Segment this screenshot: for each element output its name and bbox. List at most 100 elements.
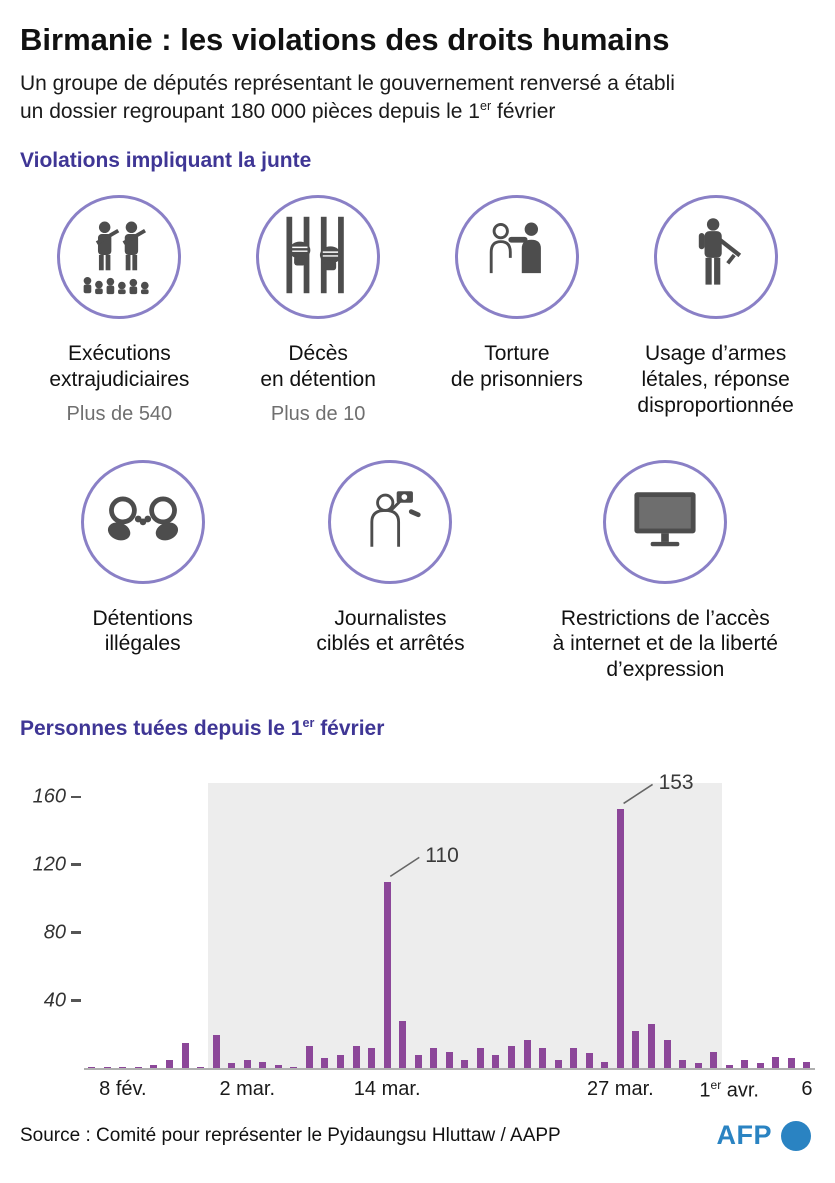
bar-slot [302, 783, 318, 1069]
bar-slot [177, 783, 193, 1069]
icon-circle [328, 459, 453, 584]
journalist-camera-icon [347, 476, 433, 567]
bar-slot [131, 783, 147, 1069]
soldiers-crowd-icon [76, 212, 162, 303]
chart-heading-text-end: février [314, 717, 385, 741]
bar-slot [644, 783, 660, 1069]
bar-slot [566, 783, 582, 1069]
violation-label: Restrictions de l’accès à internet et de… [552, 606, 778, 681]
bar [166, 1060, 173, 1069]
bar-slot [690, 783, 706, 1069]
violation-label: Détentions illégales [92, 606, 193, 656]
chart-shaded-region [208, 783, 722, 1069]
bar [305, 1046, 313, 1069]
bar [803, 1061, 811, 1069]
armed-soldier-icon [673, 212, 759, 303]
bar [476, 1048, 484, 1069]
bar [243, 1060, 251, 1069]
violation-card-lethal-weapons: Usage d’armes létales, réponse dispropor… [616, 195, 815, 425]
violation-stat: Plus de 540 [66, 402, 173, 425]
violations-row-2: Détentions illégales [20, 459, 815, 683]
bar-slot [84, 783, 100, 1069]
bar-slot: 1er avr. [699, 783, 759, 1102]
afp-logo-circle-icon [781, 1120, 811, 1151]
bar-slot [224, 783, 240, 1069]
chart-heading-text: Personnes tuées depuis le 1 [20, 717, 303, 741]
icon-circle [653, 195, 778, 320]
bar-slot [473, 783, 489, 1069]
bar [368, 1048, 376, 1069]
bar [197, 1066, 205, 1069]
page-title: Birmanie : les violations des droits hum… [20, 22, 670, 57]
bar-slot [504, 783, 520, 1069]
afp-logo: AFP [716, 1120, 811, 1151]
bar-slot [768, 783, 784, 1069]
bar-slot [582, 783, 598, 1069]
bar-slot [488, 783, 504, 1069]
x-axis-tick-label: 27 mar. [587, 1078, 654, 1101]
bar [181, 1043, 189, 1069]
bar-slot [255, 783, 271, 1069]
bar [523, 1039, 531, 1069]
fists-prison-bars-icon [275, 212, 361, 303]
bar-slot [442, 783, 458, 1069]
bar [710, 1051, 718, 1069]
bar [321, 1058, 329, 1069]
handcuffs-icon [100, 476, 186, 567]
bar-slot: 14 mar. [354, 783, 421, 1100]
bar-slot [457, 783, 473, 1069]
bar [554, 1060, 562, 1069]
bar [461, 1060, 469, 1069]
bar [445, 1051, 453, 1069]
bar-slot [597, 783, 613, 1069]
afp-logo-text: AFP [716, 1120, 772, 1151]
bar [725, 1065, 733, 1069]
chart-plot-area: 8 fév. 2 mar. 14 mar. 27 mar. 1er avr. 6 40 80 1… [33, 771, 815, 1102]
violation-card-torture: Torture de prisonniers [418, 195, 617, 425]
bar [259, 1061, 267, 1069]
bar-slot [286, 783, 302, 1069]
bar [119, 1066, 127, 1069]
bar [430, 1048, 438, 1069]
subtitle-superscript: er [480, 98, 492, 113]
throat-grab-icon [474, 212, 560, 303]
bar-slot [271, 783, 287, 1069]
subtitle-text-end: février [491, 99, 556, 123]
chart-heading-superscript: er [302, 716, 315, 731]
bar [772, 1056, 780, 1069]
bar [647, 1024, 655, 1069]
bar-slot [317, 783, 333, 1069]
x-axis-tick-label: 1er avr. [699, 1078, 759, 1103]
y-axis-tick-mark [71, 999, 81, 1002]
bar-slot [100, 783, 116, 1069]
bar [570, 1048, 578, 1069]
bar-slot [162, 783, 178, 1069]
bar [585, 1053, 593, 1069]
bar-slot [348, 783, 364, 1069]
bar [694, 1063, 702, 1069]
x-axis-tick-label: 8 fév. [99, 1078, 147, 1101]
violation-card-deaths-detention: Décès en détention Plus de 10 [219, 195, 418, 425]
bar [539, 1048, 547, 1069]
bar [383, 881, 391, 1069]
bar [212, 1034, 220, 1069]
bar [492, 1054, 500, 1069]
bar-slot [364, 783, 380, 1069]
bar-slot [784, 783, 800, 1069]
violations-section-heading: Violations impliquant la junte [20, 149, 312, 173]
bar-slot [426, 783, 442, 1069]
chart-heading: Personnes tuées depuis le 1er février [20, 716, 815, 741]
icon-circle [603, 459, 728, 584]
bar-slot [519, 783, 535, 1069]
x-axis-tick-label: 6 [801, 1078, 813, 1101]
bar [88, 1066, 96, 1069]
bar [663, 1039, 671, 1069]
y-axis-tick-label: 160 [32, 785, 66, 808]
icon-circle [57, 195, 182, 320]
bar [150, 1065, 158, 1069]
source-credit: Source : Comité pour représenter le Pyid… [20, 1124, 561, 1146]
bar [228, 1063, 236, 1069]
icon-circle [256, 195, 381, 320]
bar-slot [395, 783, 411, 1069]
bar [352, 1046, 360, 1069]
